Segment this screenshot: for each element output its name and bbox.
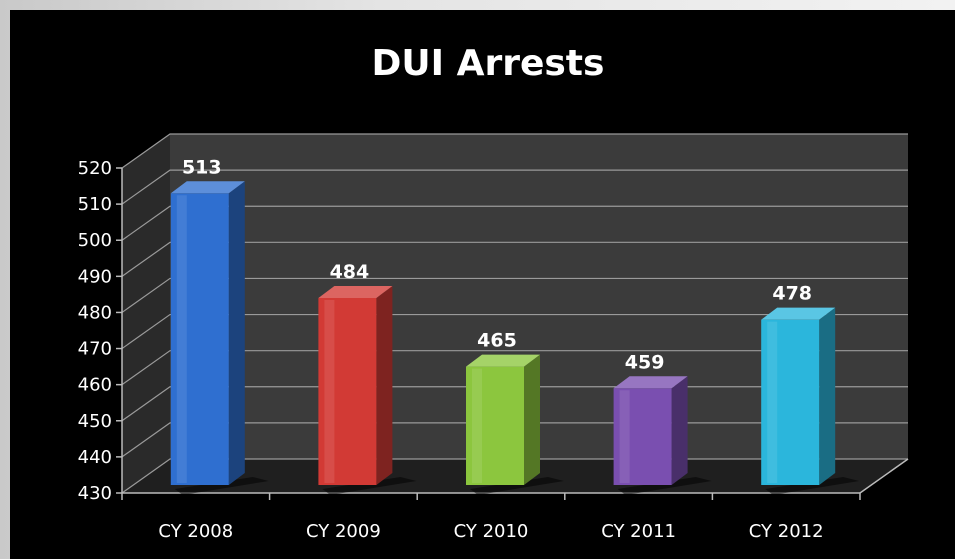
- bar-top-face: [318, 286, 393, 298]
- bar: [318, 286, 417, 495]
- bar-side-face: [524, 354, 540, 485]
- y-tick-label: 440: [78, 447, 112, 468]
- gridline: [121, 313, 908, 350]
- data-label: 513: [182, 156, 222, 178]
- y-tick-label: 510: [78, 194, 112, 215]
- gridline: [121, 350, 908, 386]
- gridline: [121, 169, 908, 205]
- bar-top-face: [613, 376, 688, 389]
- data-label: 478: [772, 283, 812, 305]
- bar-shadow: [174, 477, 269, 495]
- x-tick-label: CY 2012: [749, 521, 824, 542]
- bar: [170, 181, 269, 495]
- bar: [466, 354, 564, 495]
- y-tick-label: 480: [78, 302, 112, 323]
- bar-top-face: [466, 354, 540, 367]
- y-tick-label: 500: [78, 230, 112, 251]
- bar-highlight: [324, 300, 335, 483]
- gridline: [121, 133, 908, 169]
- y-tick-label: 430: [78, 483, 112, 504]
- bar-shadow: [322, 477, 417, 495]
- bar-highlight: [767, 321, 778, 483]
- bars: 513 484 465 459 478: [170, 156, 860, 495]
- chart-title: DUI Arrests: [372, 43, 605, 84]
- bar-side-face: [819, 307, 836, 485]
- bar-highlight: [176, 195, 187, 483]
- side-wall: [122, 134, 170, 493]
- x-tick-label: CY 2010: [454, 521, 529, 542]
- gridline: [121, 277, 908, 313]
- bar-highlight: [619, 390, 630, 483]
- x-tick-label: CY 2008: [158, 521, 233, 542]
- bar-shadow: [617, 477, 712, 495]
- data-label: 459: [625, 351, 665, 373]
- bar-shadow: [470, 477, 564, 495]
- floor-edge: [859, 458, 909, 494]
- data-label: 484: [330, 261, 370, 283]
- gridline: [121, 241, 908, 277]
- bar-top-face: [170, 181, 245, 194]
- y-tick-label: 490: [78, 266, 112, 287]
- x-axis: CY 2008 CY 2009 CY 2010 CY 2011 CY 2012: [121, 458, 909, 542]
- bar: [613, 376, 712, 495]
- bar-top-face: [761, 307, 836, 320]
- gridline: [121, 205, 908, 241]
- bar: [761, 307, 860, 495]
- bar-side-face: [671, 376, 688, 485]
- bar-side-face: [376, 286, 393, 485]
- y-tick-label: 460: [78, 375, 112, 396]
- y-tick-label: 470: [78, 339, 112, 360]
- x-tick-label: CY 2009: [306, 521, 381, 542]
- y-tick-label: 520: [78, 158, 112, 179]
- bar-highlight: [472, 368, 482, 483]
- bar-shadow: [765, 477, 860, 495]
- data-label: 465: [477, 330, 517, 352]
- y-tick-label: 450: [78, 411, 112, 432]
- y-axis: 430 440 450 460 470 480 490 500 510 520: [78, 158, 123, 504]
- bar-side-face: [228, 181, 245, 485]
- x-tick-label: CY 2011: [601, 521, 676, 542]
